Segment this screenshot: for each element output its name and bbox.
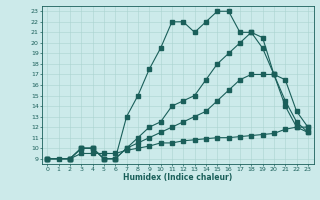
X-axis label: Humidex (Indice chaleur): Humidex (Indice chaleur) (123, 173, 232, 182)
